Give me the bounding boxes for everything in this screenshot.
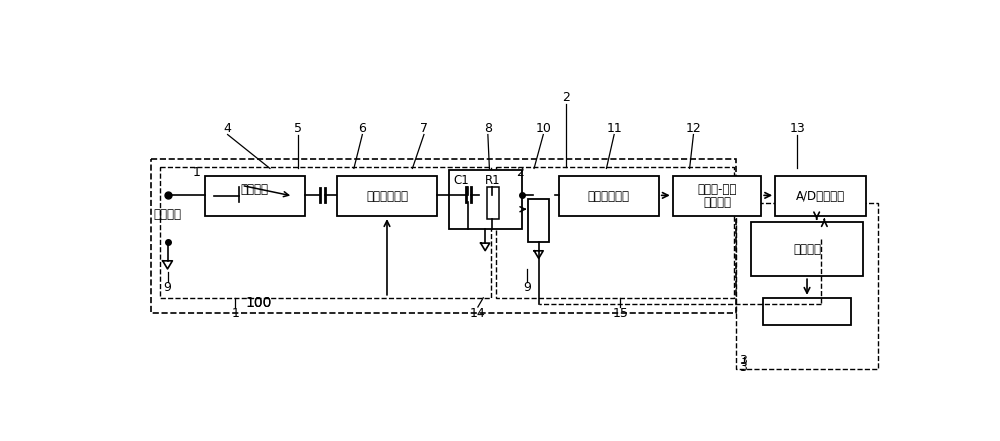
Bar	[751, 222, 863, 276]
Text: 4: 4	[224, 122, 232, 135]
Text: 100: 100	[245, 296, 272, 310]
Text: 100: 100	[245, 296, 272, 310]
Bar	[205, 176, 305, 216]
Bar	[496, 167, 734, 298]
Bar	[449, 170, 522, 229]
Bar	[487, 187, 499, 219]
Bar	[736, 203, 878, 369]
Text: A/D转换电路: A/D转换电路	[796, 190, 845, 203]
Text: 开关电路: 开关电路	[241, 183, 269, 197]
Text: 5: 5	[294, 122, 302, 135]
Text: 3: 3	[740, 355, 747, 367]
Bar	[160, 167, 491, 298]
Text: 缓冲放大电路: 缓冲放大电路	[588, 190, 630, 203]
Text: 9: 9	[164, 281, 171, 294]
Text: 2: 2	[516, 166, 524, 179]
Text: 6: 6	[358, 122, 366, 135]
Text: 3: 3	[740, 361, 747, 374]
Bar	[528, 199, 549, 242]
Bar	[763, 298, 851, 325]
Text: 8: 8	[484, 122, 492, 135]
Bar	[151, 159, 736, 313]
Bar	[775, 176, 866, 216]
Text: 15: 15	[612, 306, 628, 320]
Text: 微处理器: 微处理器	[793, 243, 821, 256]
Text: 12: 12	[686, 122, 701, 135]
Text: 14: 14	[470, 306, 486, 320]
Text: 10: 10	[535, 122, 551, 135]
Text: R1: R1	[485, 174, 500, 187]
Bar	[673, 176, 761, 216]
Text: 1: 1	[193, 166, 201, 179]
Text: 程控放大电路: 程控放大电路	[366, 190, 408, 203]
Text: 输入端子: 输入端子	[154, 208, 182, 221]
Text: 9: 9	[523, 281, 531, 294]
Bar	[559, 176, 659, 216]
Text: C1: C1	[454, 174, 470, 187]
Bar	[337, 176, 437, 216]
Text: 11: 11	[606, 122, 622, 135]
Text: 1: 1	[231, 306, 239, 320]
Text: 7: 7	[420, 122, 428, 135]
Text: 2: 2	[562, 91, 570, 104]
Text: 13: 13	[790, 122, 805, 135]
Text: 有效値-直流: 有效値-直流	[697, 183, 737, 197]
Text: 转换电路: 转换电路	[703, 196, 731, 209]
